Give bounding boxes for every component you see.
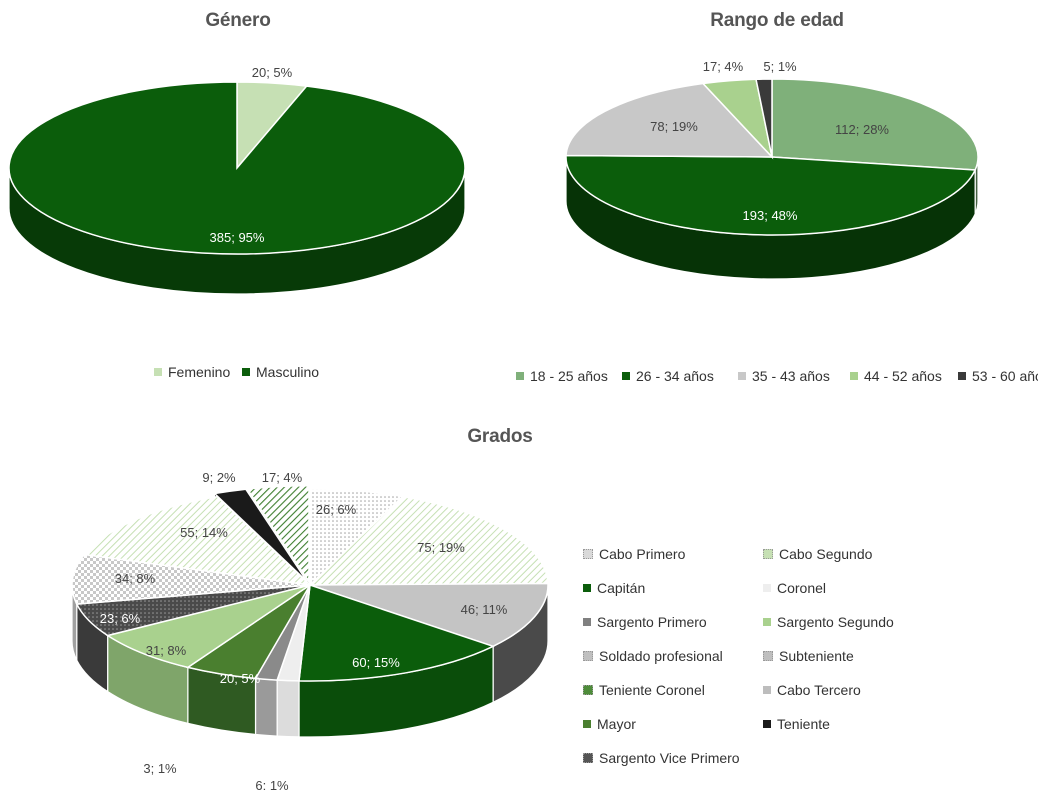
grados-label-sargento-vice-primero: 23; 6% <box>100 611 141 626</box>
genero-label-masculino: 385; 95% <box>210 230 265 245</box>
legend-femenino: Femenino <box>154 364 230 380</box>
rango-edad-title: Rango de edad <box>710 10 844 31</box>
rango-label-26-34: 193; 48% <box>743 208 798 223</box>
rango-label-53-60: 5; 1% <box>763 59 797 74</box>
legend-26-34-anos-label: 26 - 34 años <box>636 368 714 384</box>
grados-sargento-primero-slice-side <box>254 677 278 737</box>
grados-cabo-tercero-slice <box>309 582 549 648</box>
legend-sargento-segundo-swatch <box>763 618 771 626</box>
legend-mayor: Mayor <box>583 716 636 732</box>
grados-label-cabo-primero: 26; 6% <box>316 502 357 517</box>
legend-35-43-anos-label: 35 - 43 años <box>752 368 830 384</box>
grados-capitan-slice <box>298 583 496 682</box>
grados-label-capitan: 60; 15% <box>352 655 400 670</box>
legend-teniente-coronel: Teniente Coronel <box>583 682 705 698</box>
legend-subteniente-swatch <box>763 651 773 661</box>
legend-mayor-swatch <box>583 720 591 728</box>
legend-capitan: Capitán <box>583 580 645 596</box>
legend-sargento-segundo-label: Sargento Segundo <box>777 614 894 630</box>
grados-label-subteniente: 34; 8% <box>115 571 156 586</box>
grados-cabo-segundo-slice <box>308 495 549 586</box>
legend-26-34-anos-swatch <box>622 372 630 380</box>
grados-soldado-profesional-slice <box>82 495 313 587</box>
legend-cabo-segundo-label: Cabo Segundo <box>779 546 873 562</box>
legend-53-60-anos-swatch <box>958 372 966 380</box>
legend-coronel: Coronel <box>763 580 826 596</box>
grados-label-mayor: 20; 5% <box>220 671 261 686</box>
grados-teniente-slice <box>213 488 309 583</box>
legend-53-60-anos-label: 53 - 60 años <box>972 368 1038 384</box>
legend-sargento-primero-label: Sargento Primero <box>597 614 707 630</box>
legend-sargento-vice-primero-swatch <box>583 753 593 763</box>
rango-18-25-anos-slice <box>771 78 979 171</box>
legend-teniente-coronel-swatch <box>583 685 593 695</box>
legend-femenino-label: Femenino <box>168 364 231 380</box>
legend-masculino-swatch <box>242 368 250 376</box>
legend-teniente: Teniente <box>763 716 830 732</box>
legend-masculino-label: Masculino <box>256 364 320 380</box>
legend-cabo-primero-swatch <box>583 549 593 559</box>
legend-teniente-coronel-label: Teniente Coronel <box>599 682 705 698</box>
legend-capitan-swatch <box>583 584 591 592</box>
grados-label-soldado-profesional: 55; 14% <box>180 525 228 540</box>
legend-18-25-anos-label: 18 - 25 años <box>530 368 608 384</box>
grados-label-teniente: 9; 2% <box>202 470 236 485</box>
legend-35-43-anos: 35 - 43 años <box>738 368 830 384</box>
legend-18-25-anos-swatch <box>516 372 524 380</box>
legend-cabo-segundo-swatch <box>763 549 773 559</box>
legend-53-60-anos: 53 - 60 años <box>958 368 1038 384</box>
grados-label-sargento-segundo: 31; 8% <box>146 643 187 658</box>
grados-label-cabo-segundo: 75; 19% <box>417 540 465 555</box>
grados-teniente-coronel-slice <box>246 485 310 585</box>
legend-44-52-anos-swatch <box>850 372 858 380</box>
legend-teniente-swatch <box>763 720 771 728</box>
legend-cabo-tercero-swatch <box>763 686 771 694</box>
rango-label-18-25: 112; 28% <box>835 122 889 137</box>
grados-subteniente-slice <box>71 553 311 605</box>
rango-26-34-anos-slice <box>565 154 977 236</box>
grados-sargento-segundo-slice <box>105 584 311 669</box>
legend-coronel-swatch <box>763 584 771 592</box>
genero-title: Género <box>205 10 271 31</box>
grados-label-coronel: 6: 1% <box>255 778 289 793</box>
legend-soldado-profesional-label: Soldado profesional <box>599 648 723 664</box>
grados-label-teniente-coronel: 17; 4% <box>262 470 303 485</box>
legend-sargento-primero: Sargento Primero <box>583 614 707 630</box>
legend-35-43-anos-swatch <box>738 372 746 380</box>
legend-masculino: Masculino <box>242 364 319 380</box>
legend-44-52-anos: 44 - 52 años <box>850 368 942 384</box>
legend-coronel-label: Coronel <box>777 580 827 596</box>
grados-title: Grados <box>467 426 533 447</box>
legend-26-34-anos: 26 - 34 años <box>622 368 714 384</box>
legend-sargento-vice-primero: Sargento Vice Primero <box>583 750 740 766</box>
legend-44-52-anos-label: 44 - 52 años <box>864 368 942 384</box>
genero-label-femenino: 20; 5% <box>252 65 293 80</box>
legend-sargento-segundo: Sargento Segundo <box>763 614 894 630</box>
legend-capitan-label: Capitán <box>597 580 646 596</box>
grados-label-sargento-primero: 3; 1% <box>143 761 177 776</box>
rango-35-43-anos-slice <box>565 82 774 158</box>
legend-sargento-vice-primero-label: Sargento Vice Primero <box>599 750 740 766</box>
legend-cabo-segundo: Cabo Segundo <box>763 546 872 562</box>
genero-masculino-slice <box>8 81 466 255</box>
legend-soldado-profesional-swatch <box>583 651 593 661</box>
legend-cabo-tercero-label: Cabo Tercero <box>777 682 861 698</box>
rango-label-35-43: 78; 19% <box>650 119 698 134</box>
grados-coronel-slice-side <box>276 679 300 738</box>
legend-sargento-primero-swatch <box>583 618 591 626</box>
grados-label-cabo-tercero: 46; 11% <box>461 602 508 617</box>
rango-label-44-52: 17; 4% <box>703 59 744 74</box>
legend-teniente-label: Teniente <box>777 716 830 732</box>
rango-53-60-anos-slice <box>755 78 773 158</box>
legend-mayor-label: Mayor <box>597 716 636 732</box>
legend-subteniente-label: Subteniente <box>779 648 854 664</box>
legend-cabo-primero: Cabo Primero <box>583 546 685 562</box>
legend-subteniente: Subteniente <box>763 648 854 664</box>
legend-soldado-profesional: Soldado profesional <box>583 648 723 664</box>
legend-femenino-swatch <box>154 368 162 376</box>
legend-cabo-primero-label: Cabo Primero <box>599 546 686 562</box>
legend-18-25-anos: 18 - 25 años <box>516 368 608 384</box>
legend-cabo-tercero: Cabo Tercero <box>763 682 861 698</box>
